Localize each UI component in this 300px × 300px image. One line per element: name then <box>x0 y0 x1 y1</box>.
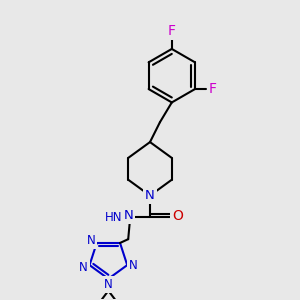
Text: N: N <box>129 259 138 272</box>
Text: F: F <box>209 82 217 96</box>
Text: O: O <box>172 209 183 224</box>
Text: N: N <box>79 261 88 274</box>
Text: N: N <box>104 278 113 291</box>
Text: H: H <box>116 211 125 224</box>
Text: HN: HN <box>105 211 122 224</box>
Text: F: F <box>168 24 176 38</box>
Text: N: N <box>86 235 95 248</box>
Text: N: N <box>145 189 155 202</box>
Text: N: N <box>123 209 133 222</box>
